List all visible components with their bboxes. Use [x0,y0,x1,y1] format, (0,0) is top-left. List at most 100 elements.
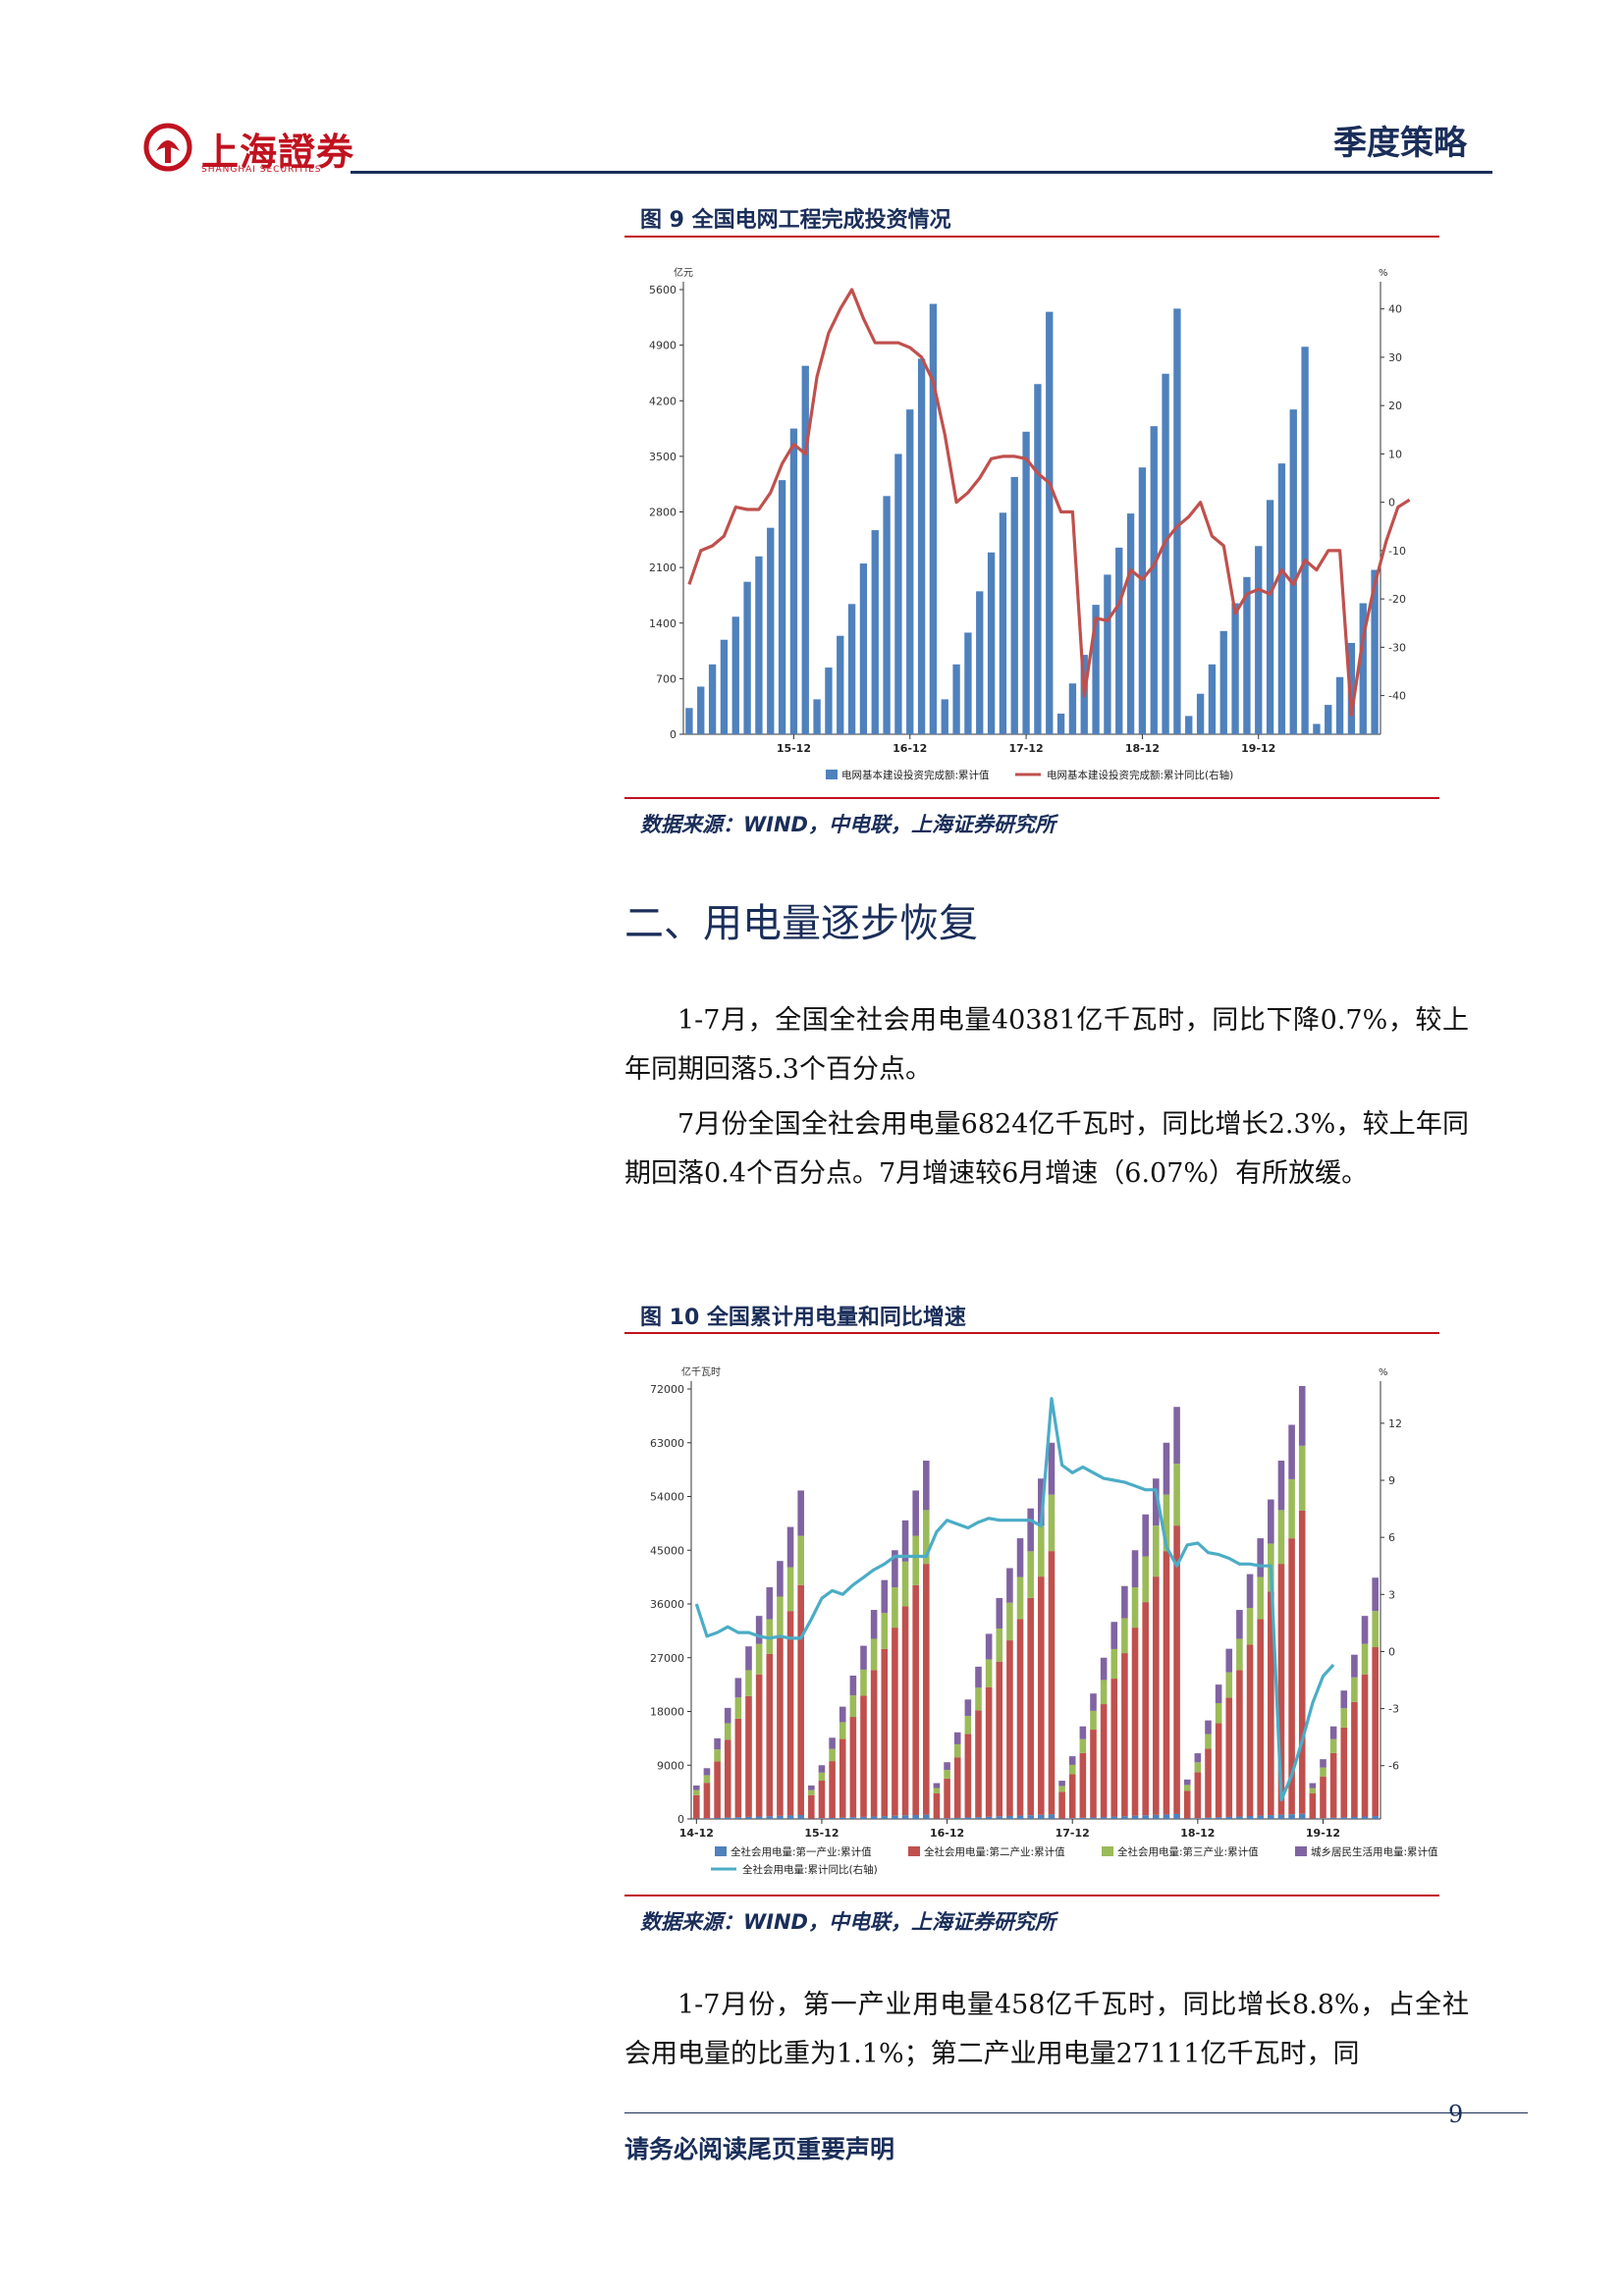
bar [859,563,868,734]
paragraph-1: 1-7月，全国全社会用电量40381亿千瓦时，同比下降0.7%，较上年同期回落5… [624,1005,1469,1085]
bar-segment [944,1778,950,1819]
bar-segment [1205,1748,1212,1818]
bar-segment [912,1535,919,1585]
figure10-caption-rule [624,1332,1439,1334]
bar [976,591,984,734]
bar-segment [870,1670,878,1817]
bar-segment [933,1783,941,1789]
figure9-source: 数据来源：WIND，中电联，上海证券研究所 [640,813,1056,836]
bar-segment [693,1785,700,1790]
bar-segment [1048,1814,1056,1819]
bar-segment [1016,1619,1024,1816]
y2-tick-label: -40 [1388,690,1406,703]
bar-segment [1194,1772,1202,1819]
legend-label: 电网基本建设投资完成额:累计同比(右轴) [1047,769,1233,781]
bar-segment [714,1761,721,1819]
bar-segment [1173,1464,1180,1526]
bar-segment [703,1775,711,1784]
bar-segment [1298,1813,1306,1819]
bar-segment [1016,1538,1024,1577]
bar-segment [1351,1701,1358,1817]
y-tick-label: 1400 [649,617,677,630]
logo-subtitle: SHANGHAI SECURITIES [201,165,322,175]
bar [1277,463,1286,734]
bar-segment [1225,1648,1233,1673]
bar-segment [1361,1616,1369,1644]
bar [1126,513,1135,734]
bar-segment [1194,1762,1202,1773]
paragraph-2: 7月份全国全社会用电量6824亿千瓦时，同比增长2.3%，较上年同期回落0.4个… [624,1109,1469,1189]
x-tick-label: 18-12 [1180,1827,1215,1840]
bar-segment [766,1586,774,1620]
logo-text: 上海證券 [201,131,355,174]
bar [778,480,786,734]
bar-segment [1100,1680,1108,1705]
bar [1313,723,1321,734]
bar-segment [777,1596,784,1635]
figure9-caption-rule [624,236,1439,238]
bar-segment [849,1676,857,1696]
y2-tick-label: 10 [1388,448,1402,460]
bar-segment [860,1645,867,1670]
bar-segment [703,1818,711,1819]
bar-segment [892,1815,898,1819]
bar-segment [1268,1591,1274,1816]
bar-segment [1068,1756,1076,1765]
y-tick-label: 700 [656,672,677,685]
bar-segment [1016,1576,1024,1620]
bar [1325,705,1332,734]
y-tick-label: 3500 [649,451,677,463]
bar-segment [797,1535,804,1585]
x-tick-label: 18-12 [1125,742,1160,755]
bar-segment [703,1768,711,1776]
bar [1046,311,1054,734]
x-tick-label: 17-12 [1008,742,1043,755]
bar-segment [1277,1814,1285,1819]
bar-segment [1340,1817,1348,1819]
bar-segment [996,1597,1003,1629]
bar-segment [1153,1525,1160,1577]
bar-segment [1027,1815,1034,1819]
bar-segment [829,1761,836,1819]
bar-segment [1372,1816,1379,1819]
bar-segment [881,1613,889,1649]
bar-segment [1309,1788,1317,1794]
bar-segment [1225,1816,1233,1819]
y-tick-label: 2100 [649,561,677,574]
bar [731,616,739,734]
bar-segment [1329,1726,1337,1739]
legend-label: 全社会用电量:第二产业:累计值 [924,1845,1065,1858]
bar [813,699,821,734]
bar [906,409,914,734]
bar-segment [786,1526,794,1568]
legend-label: 全社会用电量:累计同比(右轴) [742,1863,878,1876]
bar-segment [1277,1461,1285,1511]
bar-segment [1100,1704,1108,1818]
bar-segment [1079,1817,1087,1819]
company-logo: 上海證券 SHANGHAI SECURITIES [142,116,353,185]
bar-segment [1068,1774,1076,1819]
x-tick-label: 19-12 [1241,742,1275,755]
bar [697,686,705,734]
legend-label: 城乡居民生活用电量:累计值 [1311,1845,1438,1858]
bar-segment [892,1550,898,1588]
bar-segment [1257,1815,1264,1819]
section-heading: 二、用电量逐步恢复 [624,901,978,946]
bar-segment [1068,1764,1076,1775]
bar-segment [1131,1628,1139,1816]
bar [755,556,763,734]
bar [1208,664,1217,734]
bar [1196,693,1205,734]
bar-segment [1027,1551,1034,1598]
bar-segment [1246,1608,1254,1645]
bar-segment [944,1770,950,1779]
bar [685,708,693,734]
bar [1359,603,1367,734]
bar-segment [985,1686,993,1817]
figure10-chart: 亿千瓦时 % 0 9000 18000 27000 36000 45000 54000 63000… [650,1365,1438,1876]
bar-segment [1309,1783,1317,1789]
bar-segment [1257,1576,1264,1620]
bar-segment [724,1817,731,1819]
bar-segment [818,1772,826,1782]
left-axis-unit: 亿元 [674,266,693,279]
